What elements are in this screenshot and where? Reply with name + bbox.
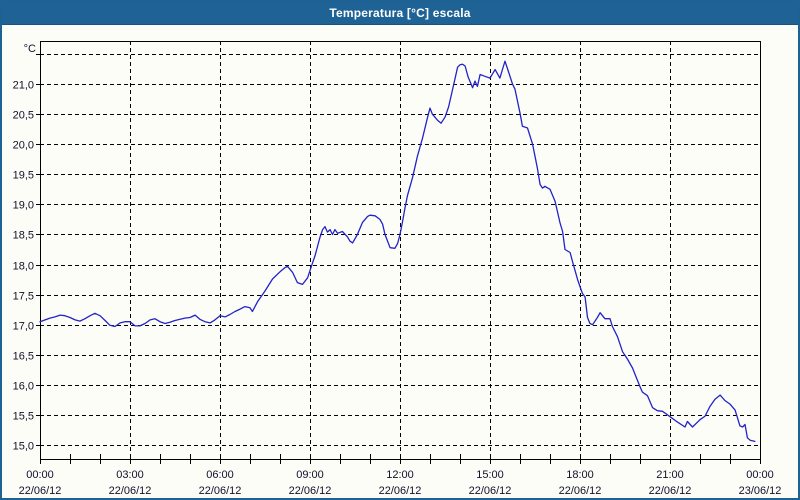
y-tick-label: 15,0 [13, 441, 34, 453]
x-tick-date-label: 22/06/12 [469, 485, 512, 497]
x-tick-date-label: 22/06/12 [379, 485, 422, 497]
x-tick-date-label: 22/06/12 [109, 485, 152, 497]
y-tick-label: 17,0 [13, 321, 34, 333]
y-tick-label: 21,0 [13, 80, 34, 92]
y-tick-label: 19,5 [13, 170, 34, 182]
y-tick-label: 15,5 [13, 411, 34, 423]
y-tick-label: 16,5 [13, 351, 34, 363]
x-tick-time-label: 15:00 [476, 469, 504, 481]
temperature-chart: 21,0 20,5 20,0 19,5 19,0 18,5 18,0 17,5 17,0 16,5… [13, 41, 782, 497]
x-tick-time-label: 18:00 [566, 469, 594, 481]
x-tick-time-label: 03:00 [116, 469, 144, 481]
plot-box [40, 41, 761, 460]
x-tick-time-label: 21:00 [656, 469, 684, 481]
x-tick-date-label: 23/06/12 [739, 485, 782, 497]
y-tick-label: 18,0 [13, 261, 34, 273]
chart-area: 21,0 20,5 20,0 19,5 19,0 18,5 18,0 17,5 17,0 16,5… [2, 24, 798, 498]
temperature-line [39, 60, 756, 443]
x-tick-date-label: 22/06/12 [199, 485, 242, 497]
y-tick-label: 20,5 [13, 110, 34, 122]
y-tick-label: 17,5 [13, 291, 34, 303]
x-tick-date-label: 22/06/12 [649, 485, 692, 497]
x-tick-date-label: 22/06/12 [289, 485, 332, 497]
x-tick-time-label: 09:00 [296, 469, 324, 481]
x-tick-time-label: 00:00 [746, 469, 774, 481]
y-tick-label: 20,0 [13, 140, 34, 152]
x-tick-time-label: 12:00 [386, 469, 414, 481]
x-tick-date-label: 22/06/12 [19, 485, 62, 497]
x-tick-time-label: 06:00 [206, 469, 234, 481]
y-axis-unit-label: °C [24, 43, 36, 55]
x-tick-time-label: 00:00 [26, 469, 54, 481]
x-tick-date-label: 22/06/12 [559, 485, 602, 497]
y-tick-label: 19,0 [13, 200, 34, 212]
y-tick-label: 16,0 [13, 381, 34, 393]
window-title: Temperatura [°C] escala [2, 2, 798, 25]
y-tick-label: 18,5 [13, 230, 34, 242]
